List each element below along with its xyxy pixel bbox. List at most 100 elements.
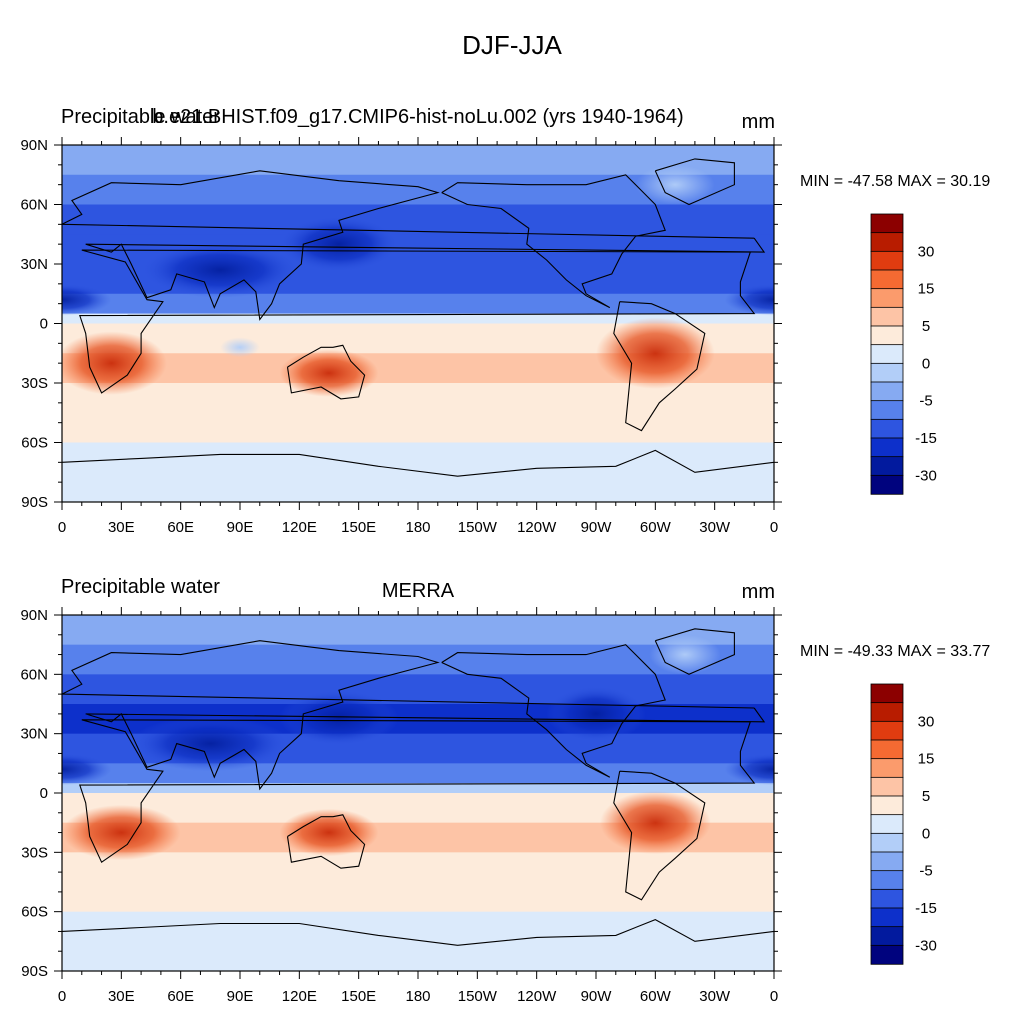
- colorbar-swatch: [870, 362, 904, 383]
- colorbar-label: 0: [922, 825, 930, 842]
- x-tick-label: 120W: [517, 519, 557, 536]
- field-anomaly: [131, 715, 290, 772]
- y-tick-label: 90N: [20, 137, 48, 154]
- field-anomaly: [279, 690, 399, 746]
- x-tick-label: 90E: [227, 519, 254, 536]
- coastline: [79, 719, 756, 864]
- field-anomaly: [62, 331, 167, 395]
- x-tick-label: 30E: [108, 519, 135, 536]
- colorbar-label: -30: [915, 467, 937, 484]
- colorbar-label: 15: [918, 281, 935, 298]
- colorbar-swatch: [870, 888, 904, 909]
- colorbar-swatch: [870, 474, 904, 495]
- zonal-band: [62, 472, 774, 502]
- coastline: [62, 449, 774, 477]
- field-anomaly: [279, 216, 399, 272]
- colorbar-label: 5: [922, 788, 930, 805]
- coastline: [654, 628, 735, 675]
- coastlines: [62, 158, 774, 477]
- x-tick-label: 90W: [581, 988, 613, 1005]
- coastline: [613, 770, 706, 901]
- y-tick-label: 0: [40, 785, 48, 802]
- x-tick-label: 60E: [167, 988, 194, 1005]
- colorbar-swatch: [870, 907, 904, 928]
- coastline: [613, 301, 706, 432]
- field-anomaly: [596, 317, 715, 389]
- colorbar-swatch: [870, 944, 904, 965]
- zonal-band: [62, 783, 774, 794]
- colorbar-swatch: [870, 306, 904, 327]
- x-tick-label: 30W: [699, 519, 731, 536]
- zonal-band: [62, 911, 774, 942]
- colorbar-label: 30: [918, 713, 935, 730]
- colorbar-label: -5: [919, 863, 932, 880]
- map-field: [62, 615, 774, 971]
- y-tick-label: 90S: [21, 494, 48, 511]
- colorbar-swatch: [870, 344, 904, 365]
- x-tick-label: 180: [405, 988, 430, 1005]
- x-tick-label: 60W: [640, 519, 672, 536]
- colorbar-label: 0: [922, 355, 930, 372]
- x-tick-label: 0: [58, 988, 66, 1005]
- x-tick-label: 120W: [517, 988, 557, 1005]
- colorbar: 30 15 5 0 -5 -15 -30: [870, 213, 937, 495]
- coastline: [62, 640, 766, 791]
- field-anomaly: [62, 804, 181, 861]
- y-tick-label: 60N: [20, 197, 48, 214]
- coastline: [441, 174, 666, 309]
- x-tick-label: 150W: [458, 519, 498, 536]
- colorbar-label: 30: [918, 243, 935, 260]
- colorbar-label: 15: [918, 751, 935, 768]
- panel-left-title: Precipitable water: [61, 106, 220, 128]
- field-anomaly: [599, 791, 711, 855]
- zonal-band: [62, 941, 774, 971]
- y-tick-label: 60N: [20, 666, 48, 683]
- field-anomaly: [649, 634, 721, 675]
- panel-units: mm: [742, 111, 775, 133]
- field-anomaly: [220, 337, 260, 358]
- y-tick-label: 30N: [20, 256, 48, 273]
- colorbar-swatch: [870, 250, 904, 271]
- x-tick-label: 60W: [640, 988, 672, 1005]
- x-tick-label: 0: [770, 519, 778, 536]
- map-axes: 0 30E 60E 90E 120E 150E 180 150W 120W 90W 60W 30W 09…: [20, 137, 782, 536]
- y-tick-label: 90S: [21, 963, 48, 980]
- coastline: [441, 644, 666, 778]
- field-anomaly: [724, 283, 774, 316]
- zonal-band: [62, 313, 774, 324]
- colorbar-label: -30: [915, 937, 937, 954]
- colorbar-swatch: [870, 758, 904, 779]
- y-tick-label: 30S: [21, 844, 48, 861]
- colorbar-swatch: [870, 926, 904, 947]
- x-tick-label: 180: [405, 519, 430, 536]
- map-axes: 0 30E 60E 90E 120E 150E 180 150W 120W 90W 60W 30W 09…: [20, 607, 782, 1005]
- zonal-band: [62, 852, 774, 883]
- zonal-band: [62, 882, 774, 913]
- coastline: [654, 158, 735, 206]
- field-anomaly: [546, 686, 646, 742]
- colorbar-swatch: [870, 269, 904, 290]
- x-tick-label: 30W: [699, 988, 731, 1005]
- field-anomaly: [724, 753, 774, 786]
- x-tick-label: 60E: [167, 519, 194, 536]
- colorbar-swatch: [870, 288, 904, 309]
- panel-stats: MIN = -49.33 MAX = 33.77: [800, 643, 990, 660]
- zonal-band: [62, 442, 774, 473]
- y-tick-label: 30S: [21, 375, 48, 392]
- panel-center-title: MERRA: [382, 580, 455, 602]
- panel-center-title: b.e21.BHIST.f09_g17.CMIP6-hist-noLu.002 …: [152, 106, 683, 128]
- colorbar-swatch: [870, 418, 904, 439]
- y-tick-label: 0: [40, 316, 48, 333]
- field-anomaly: [279, 349, 379, 397]
- colorbar-swatch: [870, 795, 904, 816]
- y-tick-label: 60S: [21, 435, 48, 452]
- coastline: [62, 170, 766, 321]
- zonal-band: [62, 293, 774, 315]
- colorbar-swatch: [870, 683, 904, 704]
- zonal-band: [62, 412, 774, 443]
- x-tick-label: 90E: [227, 988, 254, 1005]
- coastline: [286, 344, 366, 400]
- x-tick-label: 150W: [458, 988, 498, 1005]
- zonal-band: [62, 674, 774, 705]
